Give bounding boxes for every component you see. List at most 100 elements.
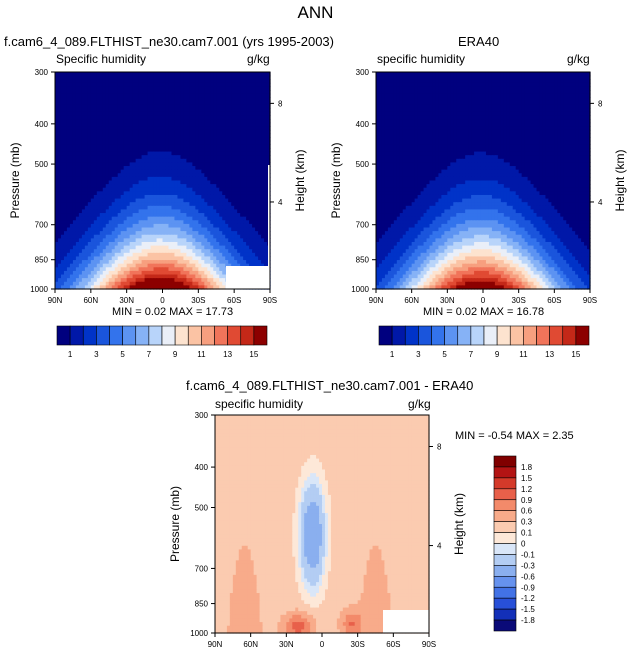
field-cell [66,82,71,88]
field-cell [120,274,125,279]
field-cell [237,97,241,102]
field-cell [524,90,529,95]
field-cell [72,194,77,200]
field-cell [99,209,104,214]
field-cell [264,111,268,116]
field-cell [548,75,552,80]
field-cell [153,176,158,182]
field-cell [225,100,229,106]
field-cell [554,86,558,91]
field-cell [581,79,585,84]
field-cell [105,82,110,88]
field-cell [548,79,552,84]
field-cell [545,93,549,98]
field-cell [213,249,217,254]
field-cell [261,252,265,258]
field-cell [66,129,71,135]
field-cell [78,184,83,189]
field-cell [572,86,576,91]
field-cell [111,191,116,196]
field-cell [123,176,128,182]
field-cell [111,256,116,261]
field-cell [102,82,107,88]
field-cell [60,198,65,203]
field-cell [117,133,122,138]
field-cell [545,82,549,88]
field-cell [189,205,193,211]
field-cell [192,227,196,232]
field-cell [204,216,208,221]
field-cell [132,281,137,286]
field-cell [90,82,95,88]
field-cell [264,176,268,182]
field-cell [81,202,86,207]
field-cell [183,119,187,124]
field-cell [66,140,71,145]
field-cell [225,137,229,142]
field-cell [165,82,170,88]
field-cell [252,173,256,178]
field-cell [225,223,229,229]
field-cell [57,144,62,149]
field-cell [204,169,208,174]
field-cell [252,198,256,203]
field-cell [78,267,83,272]
field-cell [258,158,262,164]
field-cell [261,162,265,167]
field-cell [198,93,202,98]
field-cell [156,227,161,232]
field-cell [102,191,107,196]
field-cell [195,227,199,232]
field-cell [84,129,89,135]
field-cell [132,270,137,276]
field-cell [246,79,250,84]
field-cell [171,263,176,268]
field-cell [150,227,155,232]
field-cell [201,216,205,221]
field-cell [183,180,187,185]
field-cell [222,194,226,200]
field-cell [234,140,238,145]
field-cell [150,115,155,120]
field-cell [117,140,122,145]
field-cell [521,82,526,88]
field-cell [90,147,95,153]
field-cell [141,173,146,178]
field-cell [255,122,259,127]
field-cell [66,79,71,84]
field-cell [201,119,205,124]
field-cell [63,147,68,153]
field-cell [255,75,259,80]
field-cell [135,216,140,221]
field-cell [90,137,95,142]
field-cell [90,191,95,196]
field-cell [153,234,158,239]
field-cell [252,162,256,167]
field-cell [240,173,244,178]
y-tick-label: 500 [35,160,49,169]
field-cell [105,140,110,145]
field-cell [240,209,244,214]
field-cell [207,252,211,258]
field-cell [126,278,131,283]
field-cell [219,245,223,250]
field-cell [503,100,508,106]
field-cell [180,198,185,203]
field-cell [554,82,558,88]
field-cell [204,151,208,156]
field-cell [261,205,265,211]
field-cell [84,162,89,167]
field-cell [108,238,113,243]
field-cell [114,260,119,265]
field-cell [228,72,232,77]
field-cell [222,166,226,171]
field-cell [126,151,131,156]
field-cell [216,267,220,272]
field-cell [147,256,152,261]
field-cell [515,86,520,91]
field-cell [183,111,187,116]
field-cell [429,75,434,80]
field-cell [123,227,128,232]
field-cell [563,86,567,91]
field-cell [114,205,119,211]
